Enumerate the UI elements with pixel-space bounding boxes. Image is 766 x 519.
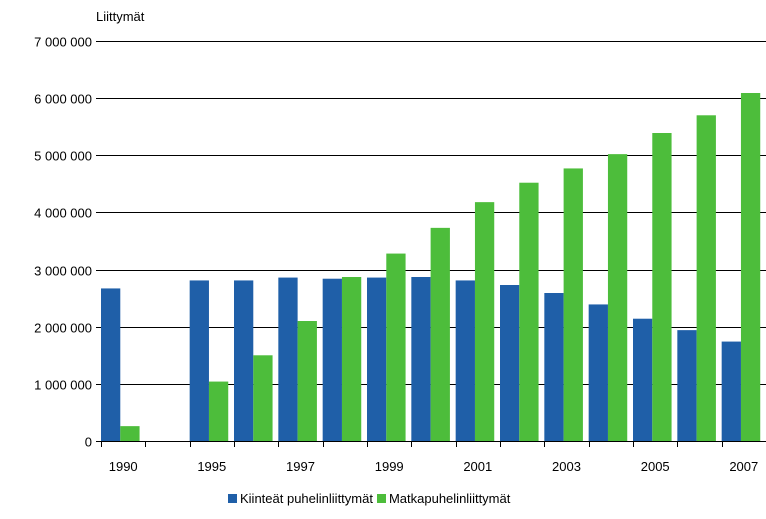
bar-fixed <box>455 280 475 441</box>
y-tick-label: 4 000 000 <box>34 206 92 221</box>
bar-mobile <box>386 253 406 441</box>
legend-swatch-fixed <box>228 494 237 503</box>
y-tick-label: 7 000 000 <box>34 35 92 50</box>
bar-fixed <box>367 277 387 441</box>
x-tick-label: 1995 <box>197 459 226 474</box>
legend-label-fixed: Kiinteät puhelinliittymät <box>240 491 373 506</box>
bar-fixed <box>234 280 254 441</box>
legend-swatch-mobile <box>376 494 386 503</box>
y-tick-label: 6 000 000 <box>34 92 92 107</box>
x-tick-label: 2005 <box>641 459 670 474</box>
y-tick-label: 3 000 000 <box>34 264 92 279</box>
y-tick-label: 2 000 000 <box>34 321 92 336</box>
bar-mobile <box>519 182 539 441</box>
bar-fixed <box>101 288 121 441</box>
bar-fixed <box>677 330 697 441</box>
bar-mobile <box>208 381 229 441</box>
x-tick-label: 2007 <box>729 459 758 474</box>
bar-mobile <box>474 202 495 441</box>
y-tick-label: 1 000 000 <box>34 378 92 393</box>
x-tick-label: 1997 <box>286 459 315 474</box>
legend: Kiinteät puhelinliittymät Matkapuhelinli… <box>228 491 510 506</box>
y-tick-label: 0 <box>85 435 92 450</box>
bar-fixed <box>588 304 608 441</box>
x-tick-label: 1999 <box>375 459 404 474</box>
x-axis-ticks: 1990 1995 1997 1999 2001 2003 2005 2007 <box>101 441 758 474</box>
bar-fixed <box>322 278 342 441</box>
x-tick-label: 2001 <box>463 459 492 474</box>
y-axis-ticks: 0 1 000 000 2 000 000 3 000 000 4 000 000 5 0… <box>34 35 101 450</box>
legend-item-mobile: Matkapuhelinliittymät <box>376 491 511 506</box>
legend-item-fixed: Kiinteät puhelinliittymät <box>228 491 373 506</box>
bar-fixed <box>411 277 431 441</box>
bar-mobile <box>652 133 672 441</box>
y-axis-title: Liittymät <box>96 9 145 24</box>
bar-mobile <box>297 321 317 441</box>
bar-mobile <box>607 154 628 441</box>
bar-fixed <box>189 280 209 441</box>
bar-mobile <box>740 93 761 441</box>
bar-fixed <box>500 285 520 441</box>
bar-fixed <box>633 318 653 441</box>
bar-fixed <box>278 277 298 441</box>
bar-mobile <box>430 227 450 441</box>
x-tick-label: 1990 <box>109 459 138 474</box>
y-tick-label: 5 000 000 <box>34 149 92 164</box>
x-tick-label: 2003 <box>552 459 581 474</box>
bar-mobile <box>341 277 362 441</box>
legend-label-mobile: Matkapuhelinliittymät <box>388 491 511 506</box>
bars <box>101 93 761 441</box>
bar-mobile <box>563 168 583 441</box>
bar-mobile <box>120 426 140 441</box>
bar-mobile <box>253 355 273 441</box>
bar-fixed <box>544 293 564 441</box>
bar-fixed <box>721 341 741 441</box>
bar-mobile <box>696 115 716 441</box>
